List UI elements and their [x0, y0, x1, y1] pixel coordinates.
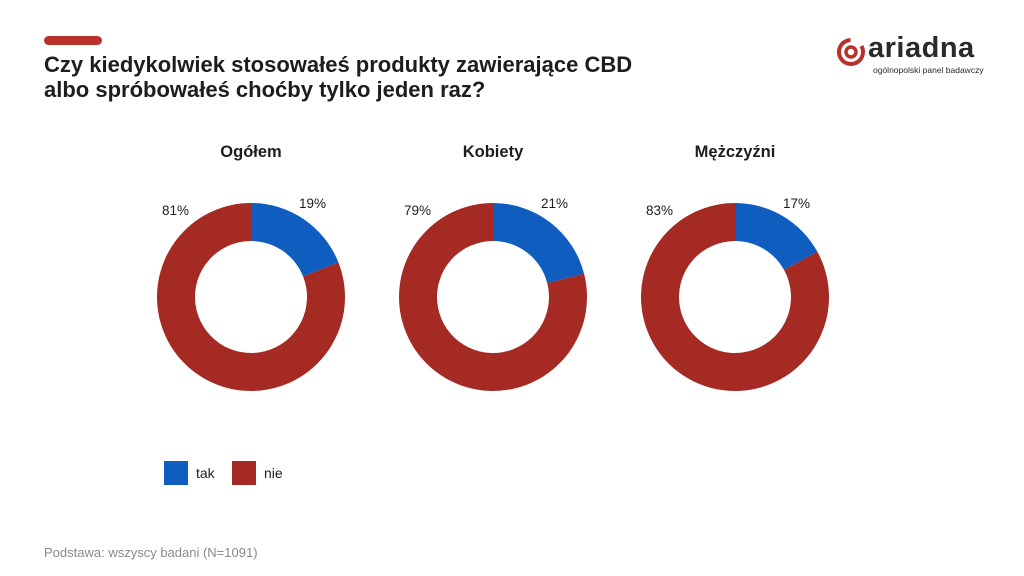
value-label-tak-kobiety: 21%	[541, 196, 569, 211]
donut-title-ogolem: Ogółem	[220, 143, 282, 161]
slice-nie-ogolem	[156, 203, 345, 391]
value-label-tak-ogolem: 19%	[299, 196, 327, 211]
logo-name: ariadna	[868, 32, 975, 64]
value-label-nie-ogolem: 81%	[162, 203, 190, 218]
slice-nie-kobiety	[399, 203, 587, 392]
slice-tak-kobiety	[493, 203, 585, 284]
slice-nie-mezczyzni	[640, 203, 829, 391]
slice-tak-ogolem	[251, 203, 339, 277]
slice-tak-mezczyzni	[735, 203, 818, 271]
accent-bar	[44, 36, 102, 45]
ariadna-logo-icon	[837, 38, 865, 66]
footnote: Podstawa: wszyscy badani (N=1091)	[44, 545, 258, 560]
value-label-tak-mezczyzni: 17%	[783, 196, 811, 211]
donut-title-kobiety: Kobiety	[462, 143, 524, 161]
ariadna-logo: ariadna ogólnopolski panel badawczy	[832, 32, 997, 82]
legend-swatch-tak	[164, 461, 188, 485]
page-title: Czy kiedykolwiek stosowałeś produkty zaw…	[44, 52, 764, 102]
value-label-nie-mezczyzni: 83%	[646, 203, 674, 218]
value-label-nie-kobiety: 79%	[404, 203, 432, 218]
title-line-1: Czy kiedykolwiek stosowałeś produkty zaw…	[44, 52, 633, 77]
logo-tagline: ogólnopolski panel badawczy	[873, 65, 984, 75]
legend-label-tak: tak	[196, 465, 215, 481]
legend-swatch-nie	[232, 461, 256, 485]
legend-label-nie: nie	[264, 465, 283, 481]
title-line-2: albo spróbowałeś choćby tylko jeden raz?	[44, 77, 486, 102]
donut-title-mezczyzni: Mężczyźni	[694, 143, 776, 161]
